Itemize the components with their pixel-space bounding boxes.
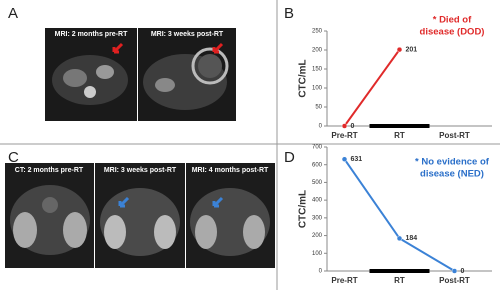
panel-label: B: [284, 5, 294, 22]
y-tick-label: 200: [312, 48, 323, 54]
annotation: disease (DOD): [420, 27, 485, 38]
scan-image: CT: 2 months pre-RT: [5, 163, 94, 268]
annotation: * No evidence of: [415, 157, 490, 168]
point: [451, 268, 458, 274]
image-caption: MRI: 2 months pre-RT: [55, 31, 128, 38]
y-tick-label: 0: [319, 124, 323, 130]
y-tick-label: 600: [312, 162, 323, 168]
y-tick-label: 100: [312, 251, 323, 257]
y-tick-label: 700: [312, 145, 323, 151]
annotation: disease (NED): [420, 169, 484, 180]
y-axis-label: CTC/mL: [298, 59, 309, 97]
treatment-bar: [369, 124, 430, 128]
y-tick-label: 150: [312, 67, 323, 73]
y-tick-label: 400: [312, 198, 323, 204]
x-tick-label: Pre-RT: [331, 131, 357, 140]
image-caption: MRI: 3 weeks post-RT: [104, 167, 177, 174]
data-label: 201: [406, 46, 418, 53]
y-tick-label: 300: [312, 215, 323, 221]
point: [396, 46, 403, 53]
y-tick-label: 0: [319, 269, 323, 275]
data-label: 631: [351, 156, 363, 163]
scan-image: MRI: 2 months pre-RT: [45, 28, 137, 121]
scan-image: MRI: 4 months post-RT: [186, 163, 275, 268]
scan-image: MRI: 3 weeks post-RT: [138, 28, 236, 121]
image-caption: MRI: 3 weeks post-RT: [151, 31, 224, 38]
image-caption: CT: 2 months pre-RT: [15, 167, 84, 174]
y-tick-label: 100: [312, 86, 323, 92]
treatment-bar: [369, 269, 430, 273]
scan-image: MRI: 3 weeks post-RT: [95, 163, 185, 268]
y-tick-label: 250: [312, 29, 323, 35]
y-tick-label: 50: [315, 105, 322, 111]
line: [343, 49, 401, 127]
x-tick-label: Pre-RT: [331, 276, 357, 285]
data-label: 184: [406, 235, 418, 242]
point: [396, 235, 403, 242]
x-tick-label: RT: [394, 276, 405, 285]
annotation: * Died of: [433, 15, 472, 26]
panel-label: D: [284, 149, 295, 166]
point: [341, 156, 348, 162]
y-tick-label: 500: [312, 180, 323, 186]
y-axis-label: CTC/mL: [298, 190, 309, 228]
panel-label: A: [8, 5, 18, 22]
data-label: 0: [351, 123, 355, 130]
x-tick-label: Post-RT: [439, 276, 470, 285]
point: [341, 123, 348, 129]
panel-label: C: [8, 149, 19, 166]
data-label: 0: [461, 268, 465, 275]
image-caption: MRI: 4 months post-RT: [192, 167, 269, 174]
y-tick-label: 200: [312, 233, 323, 239]
x-tick-label: Post-RT: [439, 131, 470, 140]
x-tick-label: RT: [394, 131, 405, 140]
